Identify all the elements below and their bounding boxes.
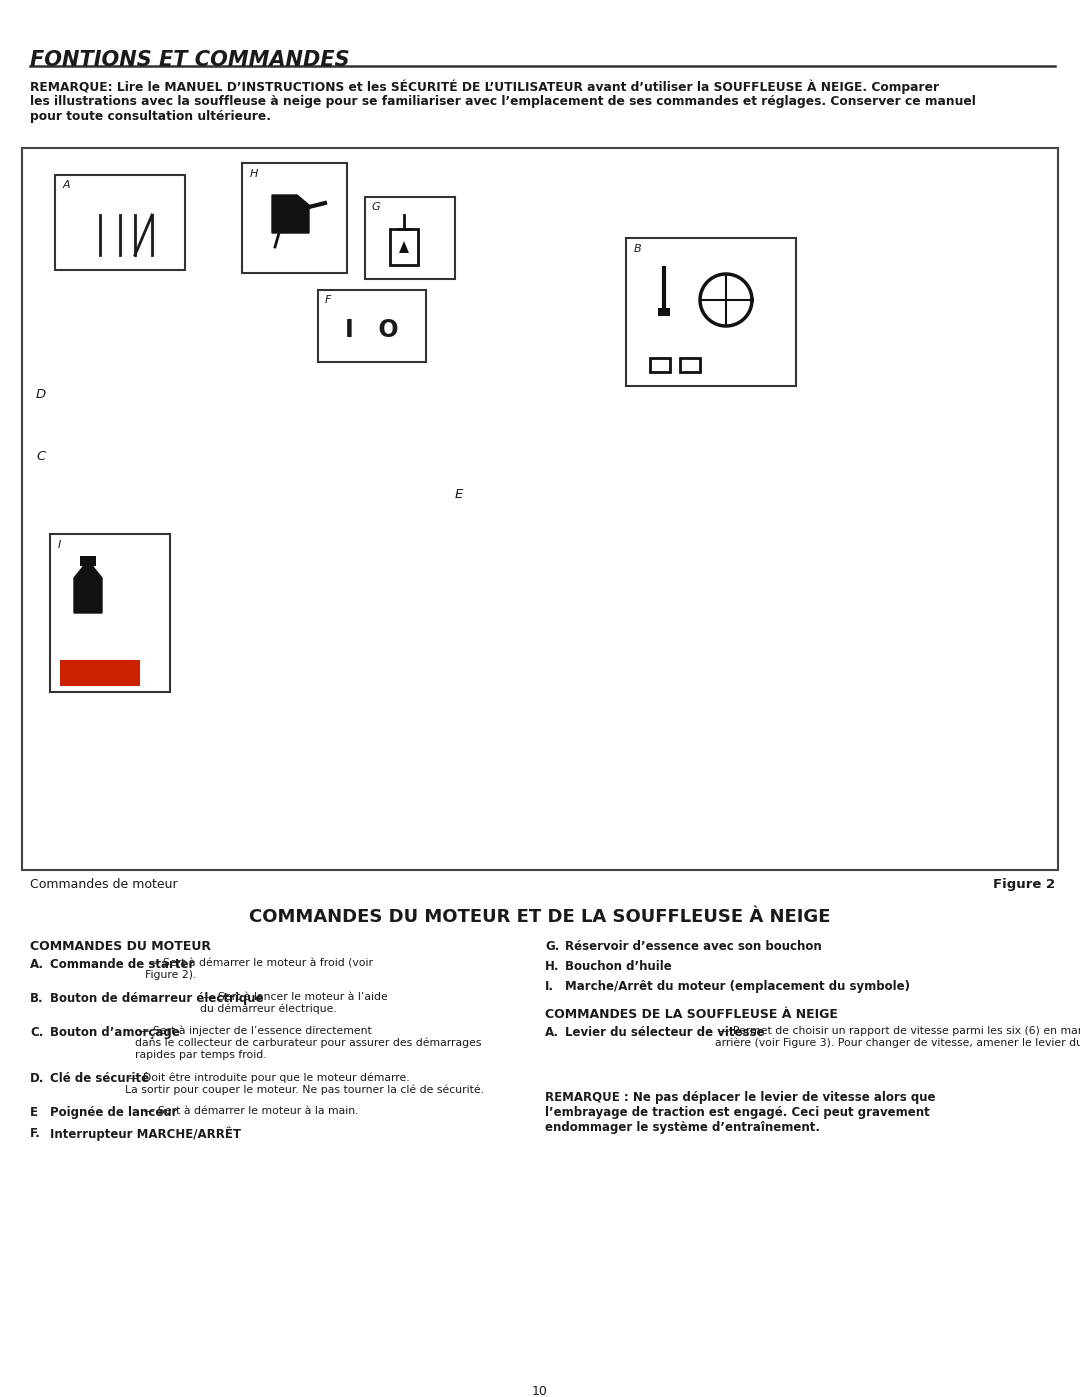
Text: G.: G. xyxy=(545,940,559,953)
Text: Bouton de démarreur électrique: Bouton de démarreur électrique xyxy=(50,992,264,1004)
Bar xyxy=(242,163,347,272)
Text: FONTIONS ET COMMANDES: FONTIONS ET COMMANDES xyxy=(30,50,350,70)
Text: H: H xyxy=(249,169,258,179)
Text: Réservoir d’essence avec son bouchon: Réservoir d’essence avec son bouchon xyxy=(565,940,822,953)
Text: Clé de sécurité: Clé de sécurité xyxy=(50,1073,149,1085)
Text: pour toute consultation ultérieure.: pour toute consultation ultérieure. xyxy=(30,110,271,123)
Text: l’embrayage de traction est engagé. Ceci peut gravement: l’embrayage de traction est engagé. Ceci… xyxy=(545,1106,930,1119)
Text: C: C xyxy=(36,450,45,462)
Text: STOP: STOP xyxy=(73,638,126,657)
Text: COMMANDES DU MOTEUR ET DE LA SOUFFLEUSE À NEIGE: COMMANDES DU MOTEUR ET DE LA SOUFFLEUSE … xyxy=(249,908,831,926)
Polygon shape xyxy=(399,242,409,253)
Text: I   O: I O xyxy=(346,319,399,342)
Text: 10: 10 xyxy=(532,1384,548,1397)
Text: Interrupteur MARCHE/ARRÊT: Interrupteur MARCHE/ARRÊT xyxy=(50,1127,241,1141)
Text: — Sert à démarrer le moteur à froid (voir
Figure 2).: — Sert à démarrer le moteur à froid (voi… xyxy=(145,958,373,979)
Text: — Permet de choisir un rapport de vitesse parmi les six (6) en marche avant et d: — Permet de choisir un rapport de vitess… xyxy=(715,1025,1080,1048)
Bar xyxy=(80,556,96,566)
Text: E: E xyxy=(455,488,463,502)
Text: Commandes de moteur: Commandes de moteur xyxy=(30,877,177,891)
Text: endommager le système d’entraînement.: endommager le système d’entraînement. xyxy=(545,1120,820,1134)
Bar xyxy=(650,358,670,372)
Bar xyxy=(658,307,670,316)
Text: F.: F. xyxy=(30,1127,41,1140)
Text: A.: A. xyxy=(545,1025,559,1039)
Text: Bouton d’amorçage: Bouton d’amorçage xyxy=(50,1025,179,1038)
Text: B.: B. xyxy=(30,992,43,1004)
Text: REMARQUE : Ne pas déplacer le levier de vitesse alors que: REMARQUE : Ne pas déplacer le levier de … xyxy=(545,1091,935,1104)
Bar xyxy=(365,197,455,279)
Bar xyxy=(60,659,140,686)
Bar xyxy=(390,229,418,265)
Bar xyxy=(55,175,185,270)
Text: Commande de starter: Commande de starter xyxy=(50,958,194,971)
Text: G: G xyxy=(372,203,380,212)
Text: COMMANDES DU MOTEUR: COMMANDES DU MOTEUR xyxy=(30,940,211,953)
Polygon shape xyxy=(75,557,102,613)
Text: — Sert à injecter de l’essence directement
dans le collecteur de carburateur pou: — Sert à injecter de l’essence directeme… xyxy=(135,1025,482,1060)
Polygon shape xyxy=(272,196,309,233)
Text: C.: C. xyxy=(30,1025,43,1038)
Text: B: B xyxy=(634,244,642,254)
Text: F: F xyxy=(325,295,332,305)
Text: I.: I. xyxy=(545,981,554,993)
Bar xyxy=(680,358,700,372)
Text: Marche/Arrêt du moteur (emplacement du symbole): Marche/Arrêt du moteur (emplacement du s… xyxy=(565,981,910,993)
Text: A: A xyxy=(63,180,70,190)
Text: E: E xyxy=(30,1106,38,1119)
Text: Bouchon d’huile: Bouchon d’huile xyxy=(565,960,672,972)
Text: H.: H. xyxy=(545,960,559,972)
Text: REMARQUE: Lire le MANUEL D’INSTRUCTIONS et les SÉCURITÉ DE L’UTILISATEUR avant d: REMARQUE: Lire le MANUEL D’INSTRUCTIONS … xyxy=(30,80,940,95)
Text: D.: D. xyxy=(30,1073,44,1085)
Text: — Sert à démarrer le moteur à la main.: — Sert à démarrer le moteur à la main. xyxy=(140,1106,359,1116)
Text: les illustrations avec la souffleuse à neige pour se familiariser avec l’emplace: les illustrations avec la souffleuse à n… xyxy=(30,95,976,108)
Text: — Doit être introduite pour que le moteur démarre.
La sortir pour couper le mote: — Doit être introduite pour que le moteu… xyxy=(125,1073,484,1095)
Text: COMMANDES DE LA SOUFFLEUSE À NEIGE: COMMANDES DE LA SOUFFLEUSE À NEIGE xyxy=(545,1009,838,1021)
Text: Levier du sélecteur de vitesse: Levier du sélecteur de vitesse xyxy=(565,1025,765,1039)
Text: A.: A. xyxy=(30,958,44,971)
Text: I: I xyxy=(58,541,62,550)
Text: D: D xyxy=(36,388,46,401)
Bar xyxy=(318,291,426,362)
Text: — Sert à lancer le moteur à l’aide
du démarreur électrique.: — Sert à lancer le moteur à l’aide du dé… xyxy=(200,992,388,1014)
Bar xyxy=(50,534,170,692)
Bar xyxy=(626,237,796,386)
Bar xyxy=(22,148,1058,870)
Text: Figure 2: Figure 2 xyxy=(993,877,1055,891)
Text: Poignée de lanceur: Poignée de lanceur xyxy=(50,1106,177,1119)
